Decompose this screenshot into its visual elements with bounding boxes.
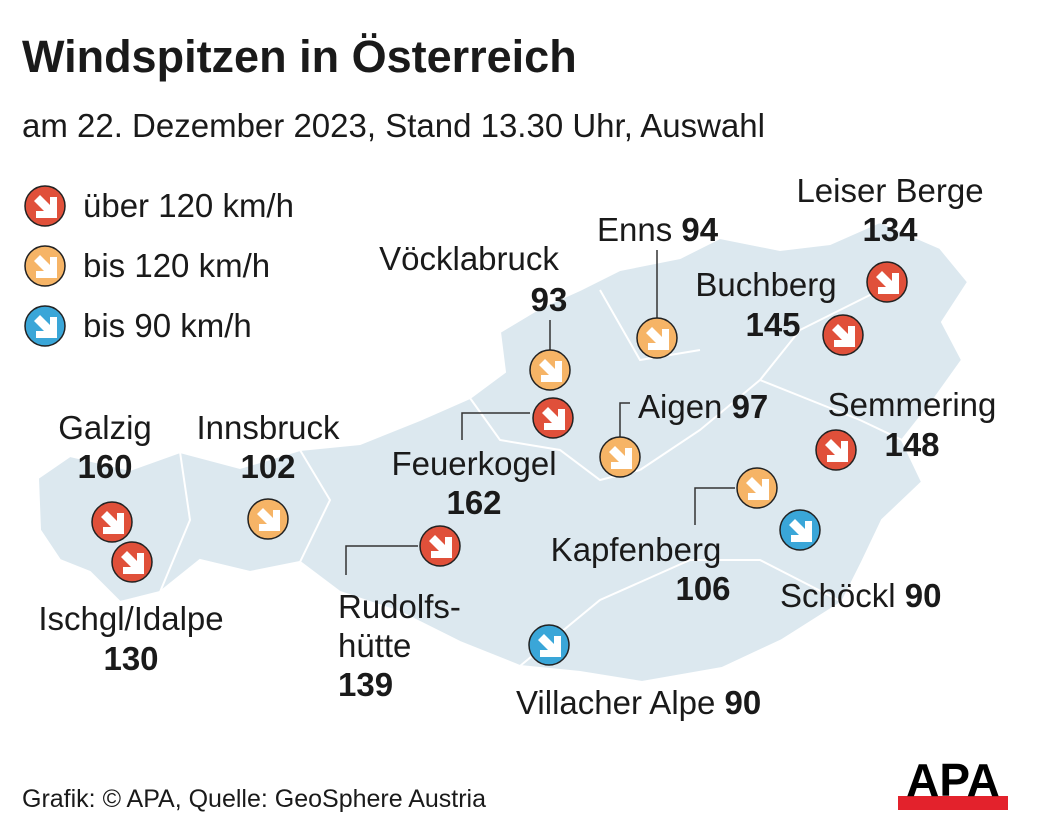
arrow-down-right-icon xyxy=(121,551,144,574)
arrow-down-right-icon xyxy=(876,271,899,294)
station-marker xyxy=(419,525,461,567)
legend-marker-red xyxy=(24,185,66,227)
station-value: 160 xyxy=(77,448,133,485)
arrow-down-right-icon xyxy=(34,315,57,338)
subtitle: am 22. Dezember 2023, Stand 13.30 Uhr, A… xyxy=(22,107,765,144)
station-name: Rudolfs- xyxy=(338,588,461,625)
apa-logo: APA xyxy=(898,754,1008,810)
station-value: 148 xyxy=(884,426,940,463)
arrow-down-right-icon xyxy=(257,508,280,531)
station-marker xyxy=(528,624,570,666)
legend-label-red: über 120 km/h xyxy=(83,187,294,224)
station-value: 134 xyxy=(862,211,918,248)
station-marker xyxy=(247,498,289,540)
station-name: Leiser Berge xyxy=(796,172,984,209)
station-label: Villacher Alpe 90 xyxy=(516,686,761,719)
station-value: 139 xyxy=(338,666,394,703)
station-marker xyxy=(532,397,574,439)
station-value: 106 xyxy=(675,570,731,607)
station-value: 145 xyxy=(745,306,801,343)
arrow-down-right-icon xyxy=(101,511,124,534)
station-name: Enns xyxy=(597,211,673,248)
station-marker xyxy=(779,509,821,551)
station-marker xyxy=(599,436,641,478)
arrow-down-right-icon xyxy=(646,327,669,350)
station-marker xyxy=(111,541,153,583)
station-name: Vöcklabruck xyxy=(379,240,559,277)
station-value: 162 xyxy=(446,484,502,521)
station-name: Semmering xyxy=(827,386,997,423)
arrow-down-right-icon xyxy=(832,324,855,347)
station-marker xyxy=(866,261,908,303)
station-name: Villacher Alpe xyxy=(516,684,716,721)
station-marker xyxy=(736,467,778,509)
leader-lines xyxy=(345,250,735,575)
page-title: Windspitzen in Österreich xyxy=(22,31,577,82)
station-marker xyxy=(91,501,133,543)
legend-marker-orange xyxy=(24,245,66,287)
station-label: Aigen 97 xyxy=(638,390,768,423)
station-marker xyxy=(815,429,857,471)
source-credit: Grafik: © APA, Quelle: GeoSphere Austria xyxy=(22,785,487,813)
arrow-down-right-icon xyxy=(539,359,562,382)
legend-label-orange: bis 120 km/h xyxy=(83,247,271,284)
station-marker xyxy=(636,317,678,359)
station-value: 130 xyxy=(103,640,159,677)
station-name: Galzig xyxy=(58,409,152,446)
station-value: 97 xyxy=(731,388,769,425)
arrow-down-right-icon xyxy=(542,407,565,430)
arrow-down-right-icon xyxy=(34,255,57,278)
station-name: Schöckl xyxy=(780,577,896,614)
station-name: Innsbruck xyxy=(196,409,340,446)
legend-label-blue: bis 90 km/h xyxy=(83,307,252,344)
arrow-down-right-icon xyxy=(789,519,812,542)
station-name: Aigen xyxy=(638,388,723,425)
legend-marker-blue xyxy=(24,305,66,347)
station-name: Buchberg xyxy=(695,266,837,303)
arrow-down-right-icon xyxy=(746,477,769,500)
station-value: 90 xyxy=(724,684,762,721)
arrow-down-right-icon xyxy=(609,446,632,469)
station-value: 94 xyxy=(681,211,719,248)
arrow-down-right-icon xyxy=(34,195,57,218)
station-name: Ischgl/Idalpe xyxy=(38,600,224,637)
arrow-down-right-icon xyxy=(429,535,452,558)
station-value: 90 xyxy=(904,577,942,614)
station-name-2: hütte xyxy=(338,627,412,664)
arrow-down-right-icon xyxy=(825,439,848,462)
austria-shape xyxy=(36,220,970,684)
station-name: Feuerkogel xyxy=(391,445,557,482)
station-marker xyxy=(822,314,864,356)
station-value: 102 xyxy=(240,448,296,485)
state-borders xyxy=(159,289,903,667)
station-label: Schöckl 90 xyxy=(780,579,941,612)
svg-text:APA: APA xyxy=(906,754,1000,806)
station-marker xyxy=(529,349,571,391)
station-name: Kapfenberg xyxy=(550,531,722,568)
station-label: Enns 94 xyxy=(597,213,718,246)
station-value: 93 xyxy=(530,281,568,318)
arrow-down-right-icon xyxy=(538,634,561,657)
